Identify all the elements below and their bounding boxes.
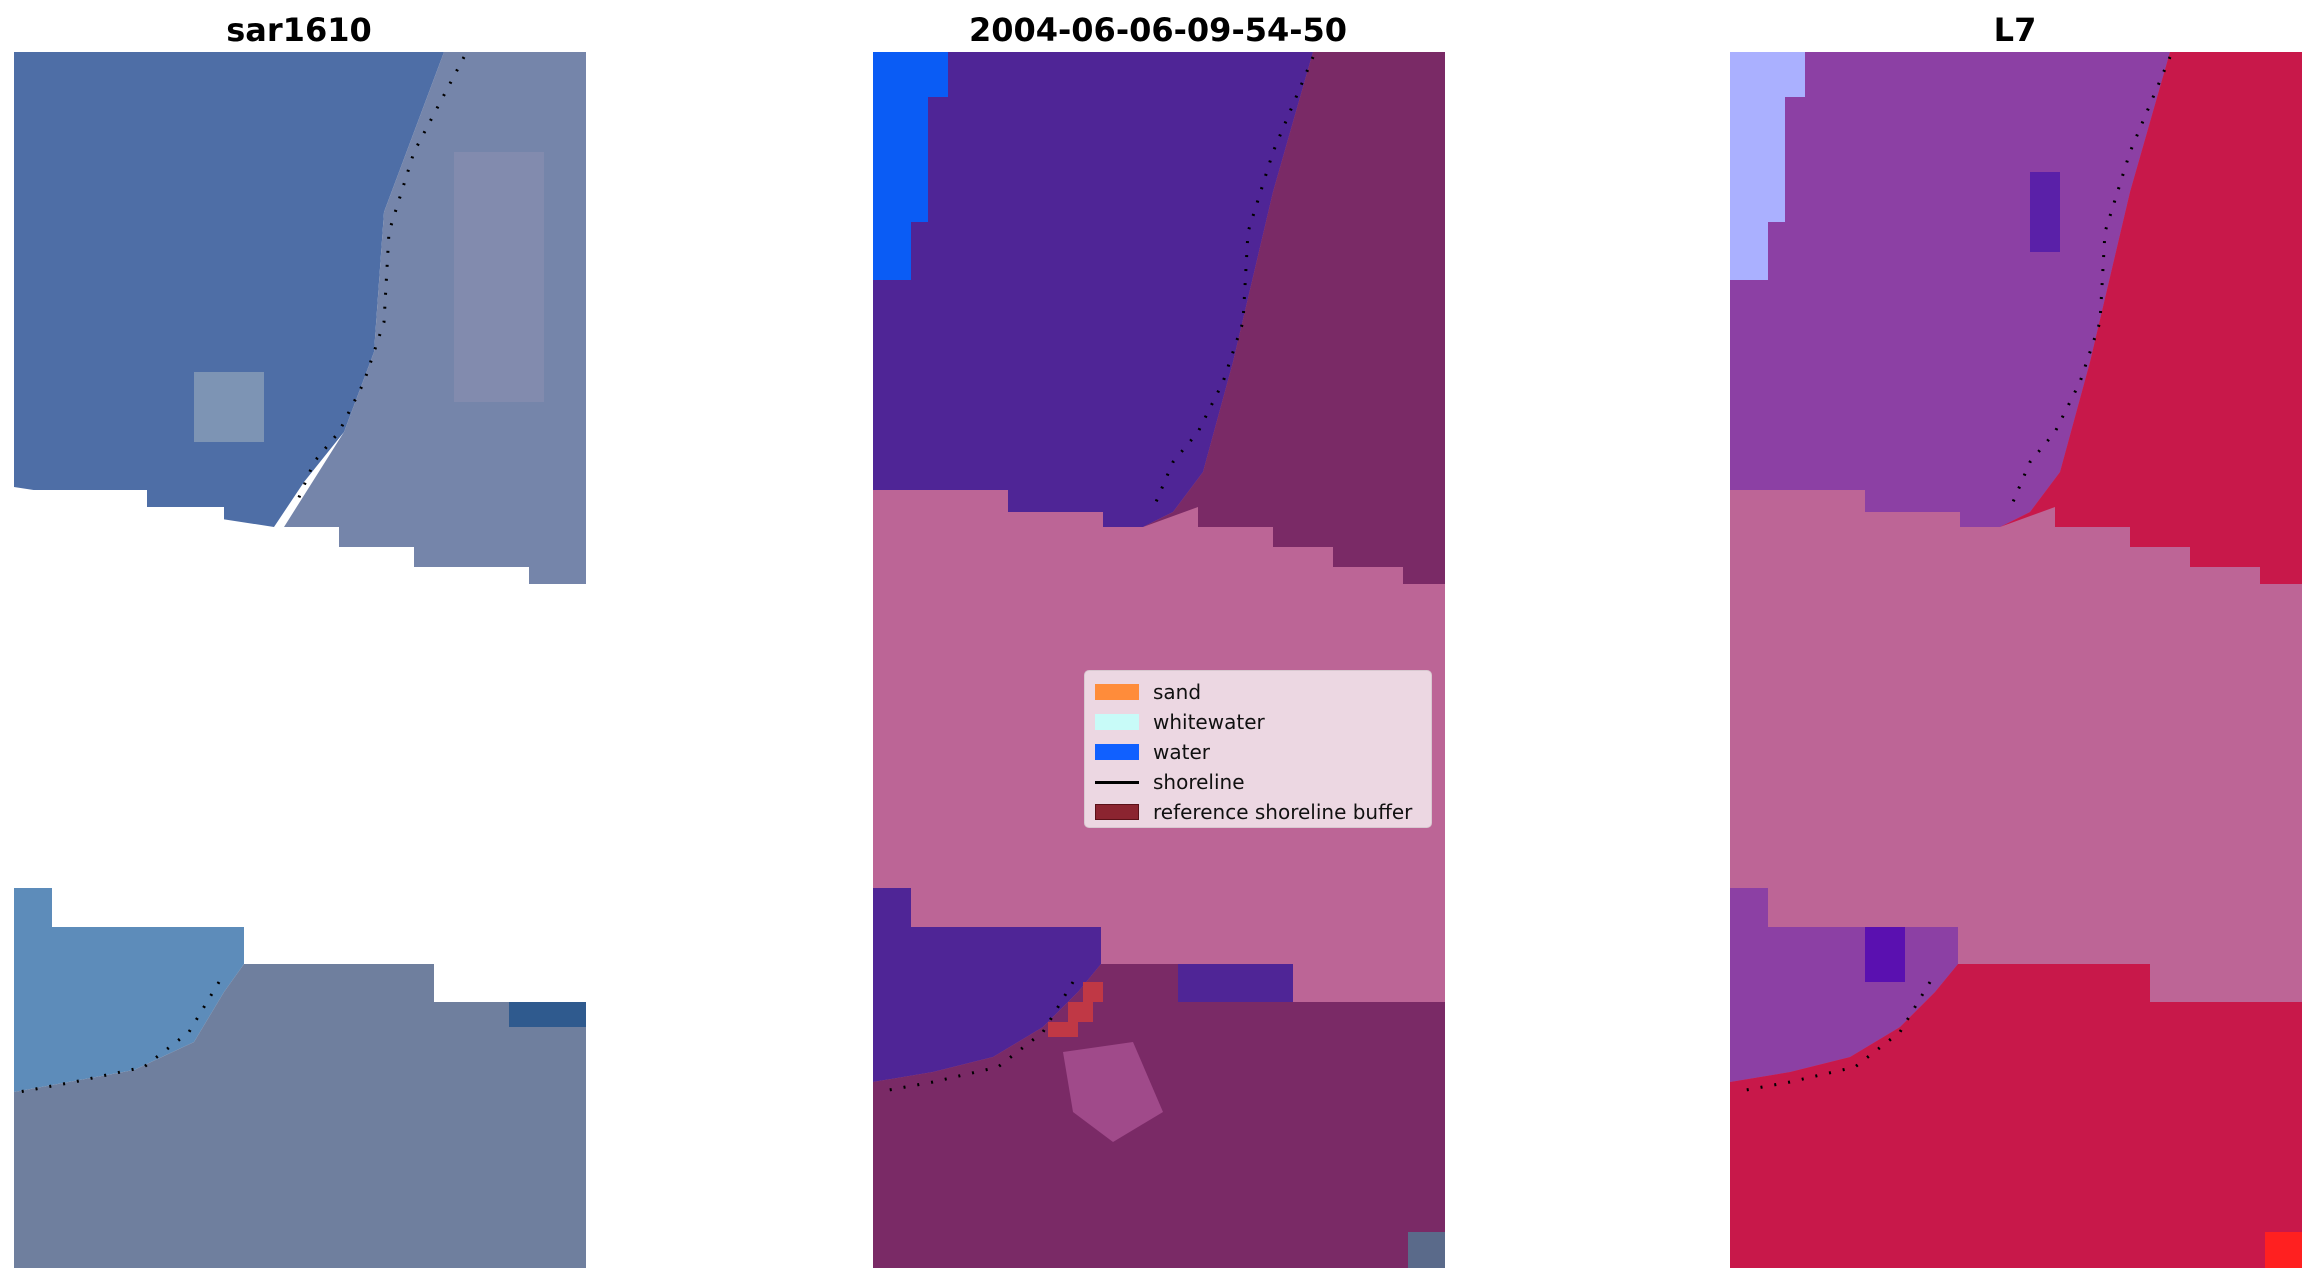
legend-label: whitewater — [1153, 710, 1265, 734]
legend: sand whitewater water shoreline referenc… — [1084, 670, 1432, 828]
legend-label: water — [1153, 740, 1210, 764]
legend-label: shoreline — [1153, 770, 1245, 794]
l7-land-top — [2000, 52, 2302, 584]
l7-water-top — [1730, 52, 2170, 527]
panel-title-date: 2004-06-06-09-54-50 — [968, 11, 1348, 49]
l7-panel — [1730, 52, 2302, 1268]
class-bright-water — [873, 52, 948, 280]
classification-panel — [873, 52, 1445, 1268]
l7-light-patch — [1730, 52, 1805, 280]
class-land-top — [1143, 52, 1445, 584]
sar-water-bottom — [14, 888, 244, 1092]
legend-swatch-shoreline — [1095, 780, 1139, 784]
legend-label: sand — [1153, 680, 1202, 704]
rgb-image-panel — [14, 52, 586, 1268]
class-buffer — [1083, 982, 1103, 1002]
legend-swatch-whitewater — [1095, 714, 1139, 730]
class-water-top — [873, 52, 1313, 527]
panel-title-l7: L7 — [1993, 11, 2037, 49]
legend-item-sand: sand — [1095, 677, 1421, 707]
sar-light-patch — [194, 372, 264, 442]
legend-item-buffer: reference shoreline buffer — [1095, 797, 1421, 827]
panel-title-sar1610: sar1610 — [226, 11, 372, 49]
l7-shoreline — [2011, 56, 2172, 503]
class-shoreline — [1154, 56, 1315, 503]
legend-label: reference shoreline buffer — [1153, 800, 1413, 824]
l7-land-bottom — [1730, 964, 2302, 1268]
legend-swatch-water — [1095, 744, 1139, 760]
sar-land-bottom — [14, 964, 586, 1268]
legend-item-whitewater: whitewater — [1095, 707, 1421, 737]
class-water-bottom — [873, 888, 1101, 1082]
legend-item-water: water — [1095, 737, 1421, 767]
class-land-bottom — [873, 964, 1445, 1268]
legend-item-shoreline: shoreline — [1095, 767, 1421, 797]
legend-swatch-buffer — [1095, 804, 1139, 820]
sar-water-top — [14, 52, 444, 527]
legend-swatch-sand — [1095, 684, 1139, 700]
